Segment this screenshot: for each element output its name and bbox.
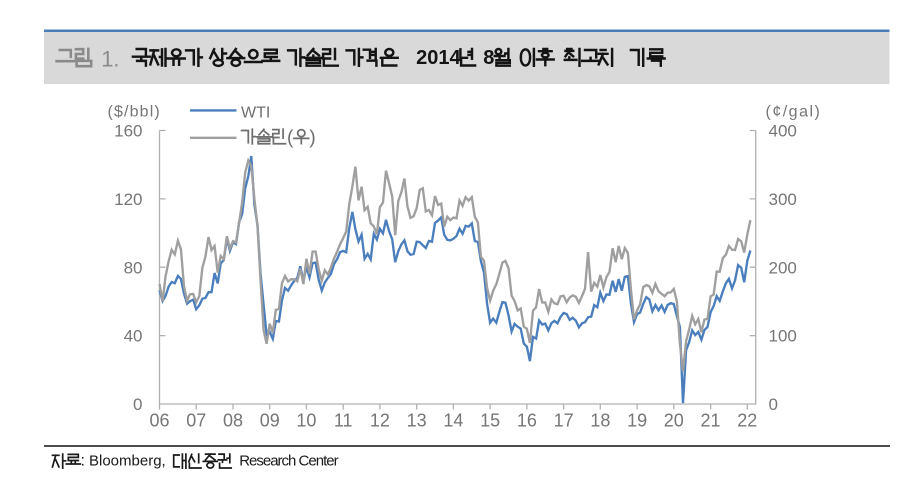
svg-text:16: 16: [517, 410, 537, 430]
svg-text:06: 06: [149, 410, 169, 430]
svg-text:14: 14: [443, 410, 463, 430]
svg-text:21: 21: [701, 410, 721, 430]
svg-text:12: 12: [370, 410, 390, 430]
svg-text:($/bbl): ($/bbl): [108, 104, 161, 121]
svg-text::: :: [81, 452, 85, 469]
svg-text:0: 0: [769, 395, 778, 414]
svg-text:(: (: [287, 127, 294, 148]
svg-text:Bloomberg,: Bloomberg,: [89, 452, 166, 469]
svg-text:(¢/gal): (¢/gal): [766, 104, 822, 121]
svg-text:18: 18: [590, 410, 610, 430]
svg-text:200: 200: [769, 258, 797, 277]
svg-text:): ): [309, 127, 315, 148]
svg-text:09: 09: [260, 410, 280, 430]
svg-text:120: 120: [114, 190, 142, 209]
svg-text:Research Center: Research Center: [239, 452, 338, 469]
svg-text:15: 15: [480, 410, 500, 430]
svg-text:400: 400: [769, 122, 797, 141]
svg-text:300: 300: [769, 190, 797, 209]
svg-text:19: 19: [627, 410, 647, 430]
svg-text:13: 13: [407, 410, 427, 430]
svg-text:40: 40: [124, 327, 143, 346]
svg-text:160: 160: [114, 122, 142, 141]
svg-text:22: 22: [737, 410, 757, 430]
svg-text:07: 07: [186, 410, 206, 430]
svg-text:80: 80: [124, 258, 143, 277]
svg-text:2014: 2014: [416, 47, 461, 69]
svg-text:17: 17: [554, 410, 574, 430]
svg-text:20: 20: [664, 410, 684, 430]
svg-text:08: 08: [223, 410, 243, 430]
svg-text:1.: 1.: [101, 46, 119, 71]
svg-text:WTI: WTI: [241, 104, 270, 121]
svg-text:8: 8: [483, 47, 494, 69]
svg-text:10: 10: [296, 410, 316, 430]
svg-text:100: 100: [769, 327, 797, 346]
svg-text:11: 11: [334, 410, 353, 430]
svg-text:0: 0: [133, 395, 142, 414]
